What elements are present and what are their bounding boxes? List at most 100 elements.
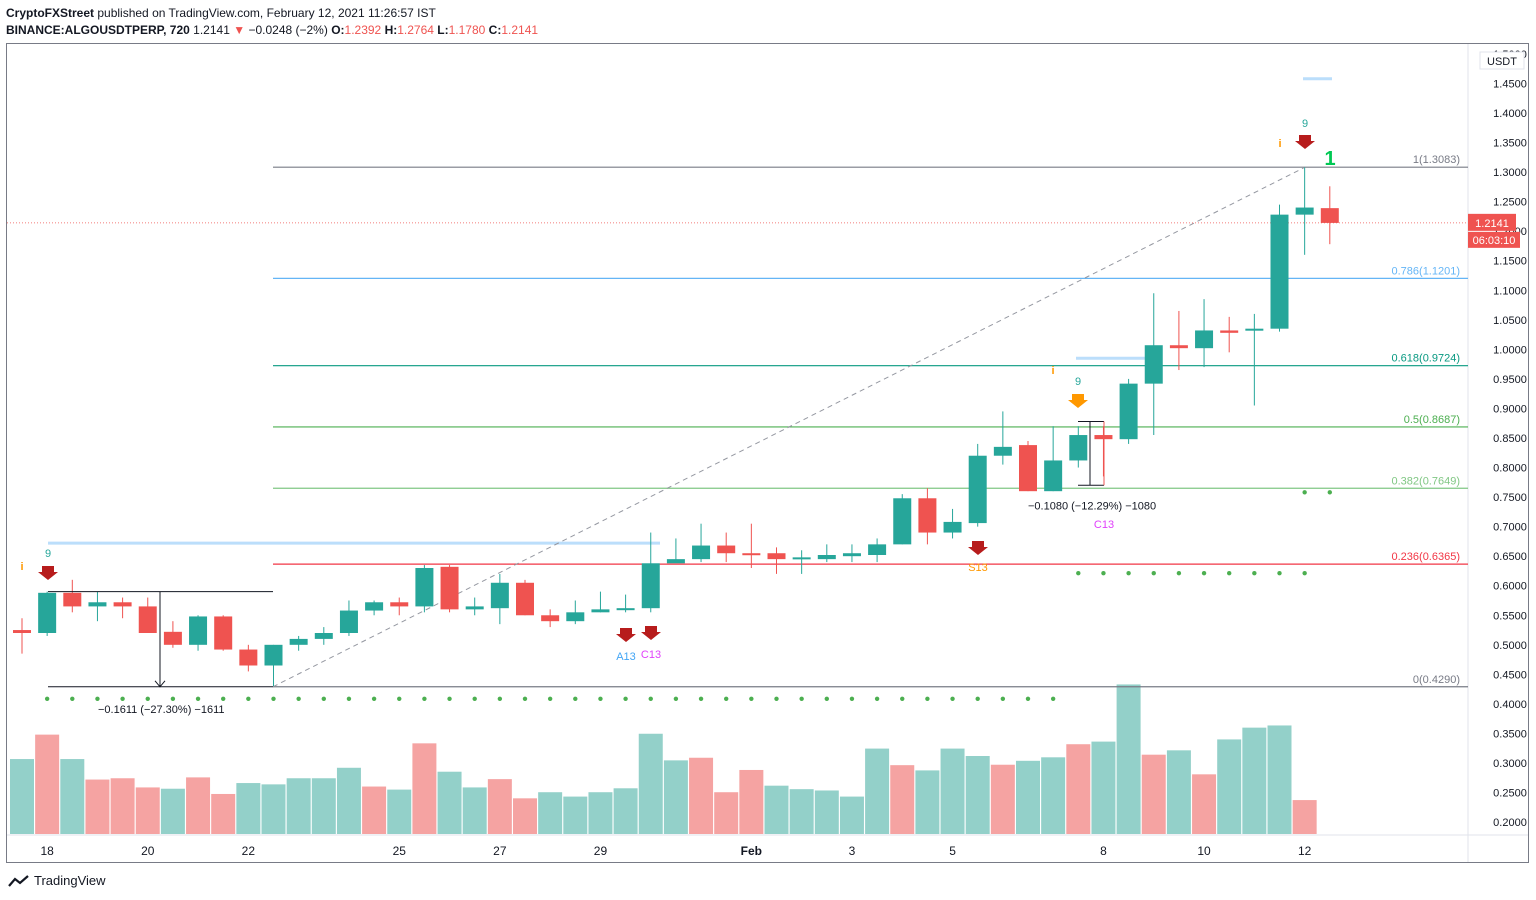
candle-body <box>944 522 962 533</box>
price-tick-label: 1.4500 <box>1493 78 1527 90</box>
time-tick-label: 22 <box>242 844 256 858</box>
volume-bar <box>1242 728 1266 834</box>
volume-bar <box>689 758 713 834</box>
td-support-dot <box>498 697 502 701</box>
td-support-dot <box>1001 697 1005 701</box>
price-tick-label: 0.8500 <box>1493 433 1527 445</box>
countdown-label: 06:03:10 <box>1473 235 1516 247</box>
volume-bar <box>136 787 160 834</box>
candle-body <box>1145 345 1163 383</box>
td-support-dot <box>271 697 275 701</box>
price-tick-label: 1.3000 <box>1493 167 1527 179</box>
volume-bar <box>1066 744 1090 834</box>
td-support-dot <box>447 697 451 701</box>
td-support-dot <box>1076 571 1080 575</box>
td-support-dot <box>1277 571 1281 575</box>
price-tick-label: 1.3500 <box>1493 138 1527 150</box>
volume-bar <box>991 765 1015 834</box>
td-support-dot <box>674 697 678 701</box>
volume-bar <box>337 768 361 834</box>
candle-body <box>265 645 283 666</box>
candle-body <box>114 602 132 606</box>
volume-bar <box>639 734 663 834</box>
td-support-dot <box>523 697 527 701</box>
td-support-dot <box>623 697 627 701</box>
td-support-dot <box>573 697 577 701</box>
volume-bar <box>815 790 839 834</box>
td-support-dot <box>649 697 653 701</box>
td-support-dot <box>1302 571 1306 575</box>
time-tick-label: 12 <box>1298 844 1312 858</box>
price-tick-label: 1.0500 <box>1493 315 1527 327</box>
volume-bar <box>1142 755 1166 834</box>
td-support-dot <box>171 697 175 701</box>
volume-bar <box>538 792 562 834</box>
volume-bar <box>1167 750 1191 834</box>
candle-body <box>642 563 660 608</box>
candle-body <box>843 553 861 556</box>
sell-arrow-icon <box>1295 135 1315 149</box>
td-support-dot <box>1177 571 1181 575</box>
volume-bar <box>1192 774 1216 834</box>
td-support-dot <box>548 697 552 701</box>
candle-body <box>491 583 509 608</box>
volume-bar <box>211 794 235 834</box>
volume-bar <box>312 778 336 834</box>
td-countdown-label: A13 <box>616 651 636 663</box>
time-tick-label: 20 <box>141 844 155 858</box>
candle-body <box>1220 330 1238 332</box>
td-support-dot <box>473 697 477 701</box>
td-support-dot <box>95 697 99 701</box>
candle-body <box>315 633 333 639</box>
td-support-dot <box>825 697 829 701</box>
candle-body <box>13 630 31 633</box>
fib-level-label: 0.618(0.9724) <box>1392 353 1461 365</box>
volume-bar <box>664 760 688 834</box>
candle-body <box>591 609 609 612</box>
price-marker-label: 1.2141 <box>1475 218 1509 230</box>
currency-label: USDT <box>1487 56 1517 68</box>
candle-body <box>667 559 685 563</box>
time-tick-label: 10 <box>1197 844 1211 858</box>
price-tick-label: 0.9000 <box>1493 403 1527 415</box>
volume-bar <box>186 777 210 834</box>
candle-body <box>717 546 735 554</box>
volume-bar <box>1016 761 1040 834</box>
td-support-dot <box>749 697 753 701</box>
price-tick-label: 0.2000 <box>1493 817 1527 829</box>
candle-body <box>742 553 760 555</box>
td-support-dot <box>976 697 980 701</box>
td-support-dot <box>1101 571 1105 575</box>
candle-body <box>1296 208 1314 215</box>
candle-body <box>365 602 383 610</box>
measure2-label: −0.1080 (−12.29%) −1080 <box>1028 500 1156 512</box>
price-tick-label: 1.1500 <box>1493 256 1527 268</box>
fib-level-label: 0.786(1.1201) <box>1392 265 1461 277</box>
td-count-label: 9 <box>45 548 51 560</box>
td-support-dot <box>699 697 703 701</box>
td-support-dot <box>246 697 250 701</box>
td-support-dot <box>598 697 602 701</box>
td-support-dot <box>120 697 124 701</box>
candle-body <box>340 611 358 633</box>
tradingview-brand[interactable]: TradingView <box>8 873 106 888</box>
td-support-dot <box>900 697 904 701</box>
candle-body <box>38 593 56 633</box>
td-support-dot <box>397 697 401 701</box>
candle-body <box>969 456 987 523</box>
candle-body <box>793 557 811 559</box>
brand-name: TradingView <box>34 873 106 888</box>
volume-bar <box>362 787 386 834</box>
sell-arrow-icon <box>968 541 988 555</box>
candle-body <box>1170 345 1188 348</box>
td-support-dot <box>1328 490 1332 494</box>
candle-body <box>918 498 936 532</box>
fib-level-label: 0.5(0.8687) <box>1404 414 1460 426</box>
volume-bar <box>35 735 59 834</box>
price-tick-label: 0.3000 <box>1493 758 1527 770</box>
volume-bar <box>915 770 939 834</box>
sell-arrow-icon <box>38 566 58 580</box>
price-tick-label: 1.4000 <box>1493 108 1527 120</box>
volume-bar <box>1041 757 1065 834</box>
